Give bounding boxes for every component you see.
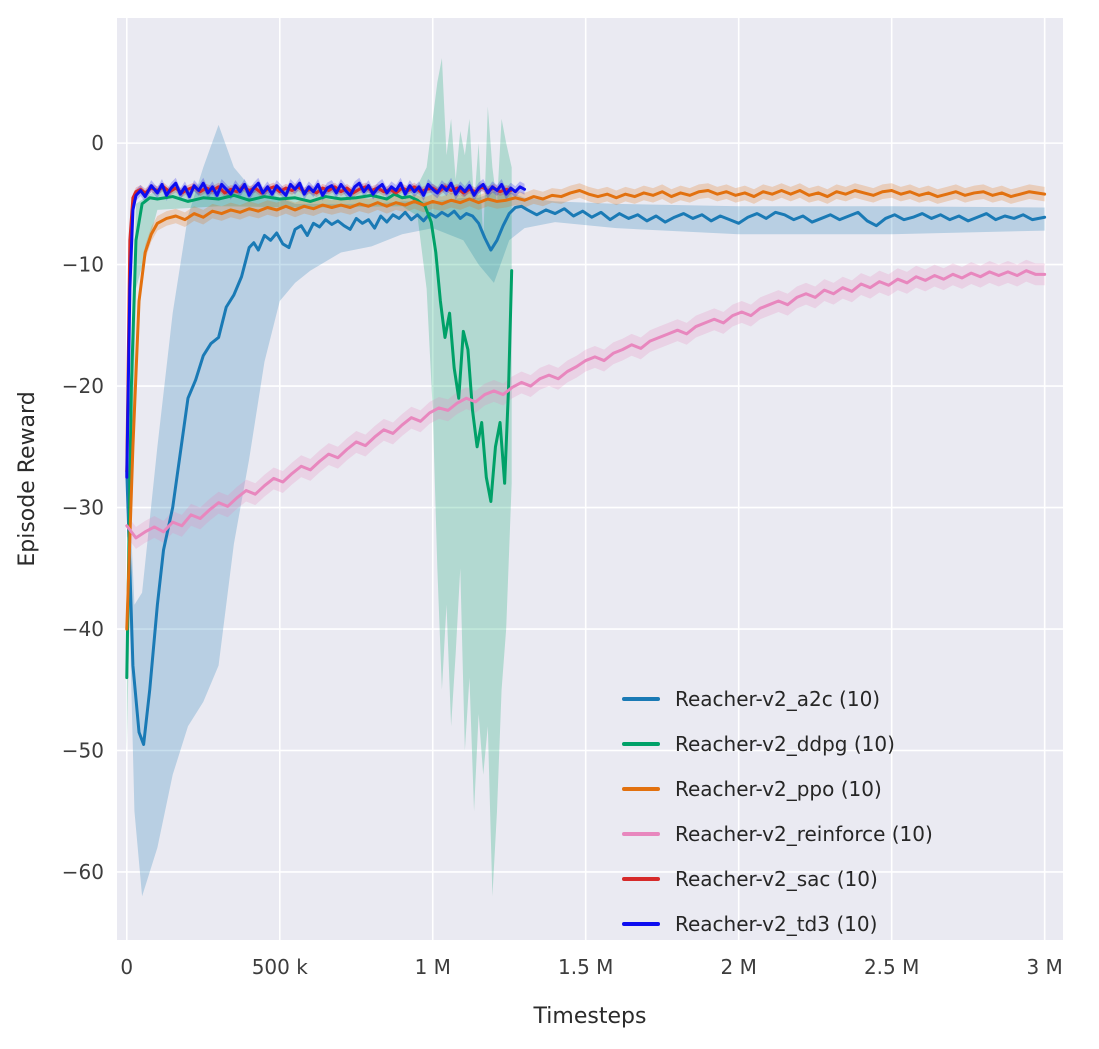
- x-tick-label: 2.5 M: [864, 955, 919, 979]
- y-tick-label: −40: [62, 617, 104, 641]
- legend-label: Reacher-v2_td3 (10): [675, 911, 878, 936]
- y-tick-label: −20: [62, 374, 104, 398]
- legend-item: Reacher-v2_td3 (10): [622, 901, 933, 946]
- y-tick-label: −50: [62, 738, 104, 762]
- x-axis-label: Timesteps: [533, 1004, 647, 1029]
- legend-swatch: [622, 876, 660, 881]
- legend-item: Reacher-v2_ddpg (10): [622, 721, 933, 766]
- x-tick-label: 1 M: [415, 955, 451, 979]
- legend-swatch: [622, 921, 660, 926]
- legend-swatch: [622, 741, 660, 746]
- x-tick-label: 500 k: [252, 955, 309, 979]
- legend-label: Reacher-v2_reinforce (10): [675, 821, 933, 846]
- y-axis-label: Episode Reward: [15, 391, 40, 566]
- legend-label: Reacher-v2_ppo (10): [675, 776, 882, 801]
- legend-swatch: [622, 696, 660, 701]
- series-band: [126, 124, 1045, 897]
- legend-label: Reacher-v2_ddpg (10): [675, 731, 895, 756]
- y-tick-label: −60: [62, 860, 104, 884]
- legend: Reacher-v2_a2c (10) Reacher-v2_ddpg (10) R…: [622, 676, 933, 946]
- legend-label: Reacher-v2_a2c (10): [675, 686, 881, 711]
- legend-label: Reacher-v2_sac (10): [675, 866, 878, 891]
- x-tick-label: 2 M: [721, 955, 757, 979]
- legend-swatch: [622, 831, 660, 836]
- legend-item: Reacher-v2_reinforce (10): [622, 811, 933, 856]
- series-band: [126, 58, 512, 897]
- series-line: [125, 269, 1047, 540]
- legend-item: Reacher-v2_ppo (10): [622, 766, 933, 811]
- legend-swatch: [622, 786, 660, 791]
- y-tick-label: 0: [91, 131, 104, 155]
- series-line: [125, 188, 1047, 631]
- y-tick-label: −10: [62, 253, 104, 277]
- series-line: [125, 192, 514, 680]
- y-tick-label: −30: [62, 496, 104, 520]
- series-line: [125, 181, 527, 479]
- x-tick-label: 0: [120, 955, 133, 979]
- legend-item: Reacher-v2_sac (10): [622, 856, 933, 901]
- legend-item: Reacher-v2_a2c (10): [622, 676, 933, 721]
- x-tick-label: 1.5 M: [558, 955, 613, 979]
- x-tick-label: 3 M: [1026, 955, 1062, 979]
- series-line: [125, 204, 1047, 746]
